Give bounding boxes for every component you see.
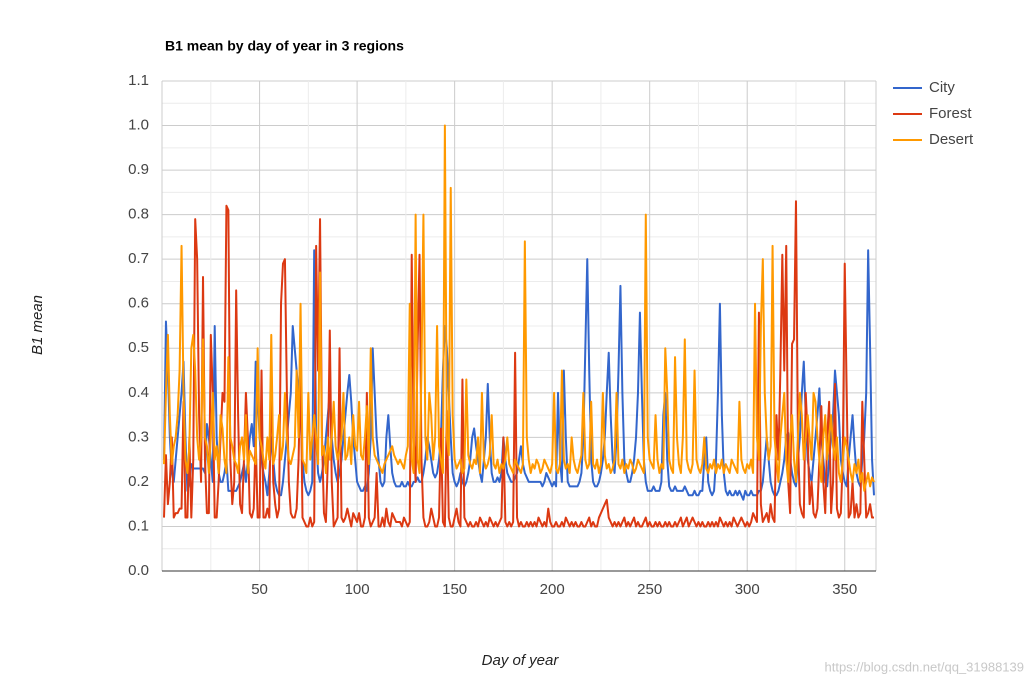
series-line <box>163 124 875 492</box>
plot-lines <box>163 124 875 528</box>
x-tick-label: 350 <box>832 581 857 598</box>
legend-label: City <box>929 79 955 96</box>
y-tick-label: 0.0 <box>128 562 149 579</box>
y-tick-label: 0.3 <box>128 428 149 445</box>
y-tick-label: 0.2 <box>128 473 149 490</box>
y-tick-label: 0.1 <box>128 517 149 534</box>
x-axis-title: Day of year <box>482 652 560 669</box>
legend: City Forest Desert <box>893 79 974 148</box>
chart-title: B1 mean by day of year in 3 regions <box>165 38 404 54</box>
x-tick-label: 200 <box>540 581 565 598</box>
series-line <box>163 200 874 528</box>
x-tick-label: 50 <box>251 581 268 598</box>
x-tick-label: 150 <box>442 581 467 598</box>
y-tick-label: 0.7 <box>128 250 149 267</box>
y-tick-label: 0.5 <box>128 339 149 356</box>
legend-label: Desert <box>929 131 974 148</box>
watermark: https://blog.csdn.net/qq_31988139 <box>825 659 1025 674</box>
y-tick-label: 0.9 <box>128 161 149 178</box>
y-tick-label: 1.0 <box>128 117 149 134</box>
y-axis-title: B1 mean <box>29 295 46 355</box>
y-tick-label: 1.1 <box>128 72 149 89</box>
y-tick-label: 0.4 <box>128 384 149 401</box>
y-tick-label: 0.6 <box>128 295 149 312</box>
y-tick-label: 0.8 <box>128 206 149 223</box>
legend-label: Forest <box>929 105 972 122</box>
x-tick-label: 300 <box>735 581 760 598</box>
x-tick-label: 100 <box>345 581 370 598</box>
x-tick-label: 250 <box>637 581 662 598</box>
series-line <box>163 249 875 501</box>
